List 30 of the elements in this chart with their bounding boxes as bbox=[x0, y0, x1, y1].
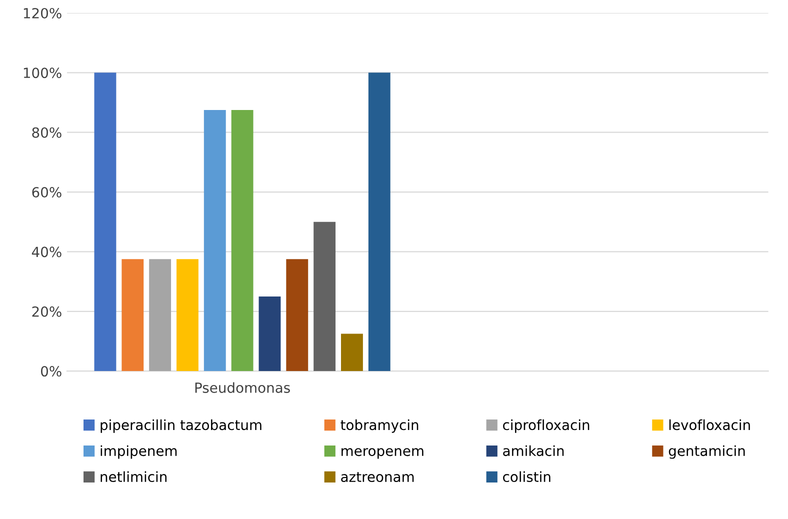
bar bbox=[286, 259, 308, 372]
y-tick-label: 20% bbox=[32, 306, 62, 317]
legend-label: meropenem bbox=[342, 448, 424, 459]
legend-label: amikacin bbox=[503, 445, 564, 456]
legend-label: impipenem bbox=[100, 445, 177, 459]
legend-label: netlimicin bbox=[100, 471, 166, 482]
y-tick-label: 60% bbox=[32, 187, 62, 198]
y-tick-label: 40% bbox=[32, 246, 62, 258]
legend-label: tobramycin bbox=[340, 419, 418, 433]
y-tick-label: 80% bbox=[32, 127, 62, 138]
y-tick-label: 100% bbox=[24, 68, 62, 78]
legend-label: piperacillin tazobactum bbox=[100, 419, 262, 433]
legend-label: colistin bbox=[503, 471, 550, 482]
bar bbox=[94, 72, 116, 372]
bar bbox=[176, 259, 198, 372]
bar bbox=[368, 72, 390, 372]
legend-label: gentamicin bbox=[668, 445, 745, 459]
legend-label: levofloxacin bbox=[669, 419, 750, 430]
bar bbox=[122, 259, 144, 372]
bar bbox=[149, 259, 172, 372]
x-tick-label: Pseudomonas bbox=[195, 382, 290, 393]
legend-label: aztreonam bbox=[341, 472, 414, 482]
legend-label: ciprofloxacin bbox=[503, 419, 590, 433]
bar bbox=[341, 334, 363, 372]
y-tick-label: 0% bbox=[41, 366, 62, 377]
bar bbox=[314, 222, 336, 372]
y-tick-label: 120% bbox=[24, 8, 62, 18]
bar bbox=[258, 296, 281, 372]
bar bbox=[231, 110, 254, 372]
bar bbox=[204, 110, 226, 372]
